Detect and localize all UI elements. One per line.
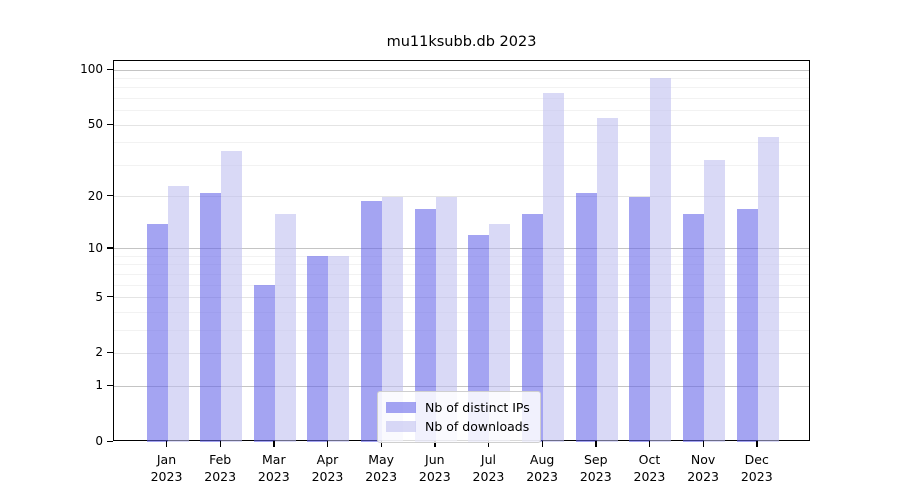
x-tick-label-sep: Sep 2023 — [579, 452, 612, 484]
x-tick-label-jun: Jun 2023 — [418, 452, 451, 484]
bar-downloads-aug — [543, 92, 565, 442]
bar-downloads-mar — [274, 213, 296, 442]
gridline-70 — [114, 97, 809, 99]
y-tick-label-10: 10 — [87, 240, 103, 255]
bar-downloads-jan — [167, 185, 189, 442]
x-tick-label-jan: Jan 2023 — [150, 452, 183, 484]
gridline-4 — [114, 311, 809, 313]
bar-ips-may — [361, 200, 383, 442]
bar-ips-jun — [414, 209, 436, 442]
gridline-100 — [114, 69, 809, 71]
x-tick-mark-jan — [166, 441, 168, 447]
bar-ips-dec — [736, 209, 758, 442]
y-tick-mark-10 — [107, 247, 113, 249]
x-tick-mark-sep — [595, 441, 597, 447]
x-tick-label-aug: Aug 2023 — [526, 452, 559, 484]
x-tick-label-jul: Jul 2023 — [472, 452, 505, 484]
gridline-20 — [114, 196, 809, 198]
plot-area: Nb of distinct IPs Nb of downloads — [113, 60, 810, 443]
y-tick-label-5: 5 — [95, 289, 103, 304]
bar-downloads-jul — [489, 223, 511, 442]
bar-downloads-dec — [757, 136, 779, 442]
y-tick-label-2: 2 — [95, 345, 103, 360]
gridline-50 — [114, 124, 809, 126]
gridline-3 — [114, 329, 809, 331]
bar-ips-jan — [146, 223, 168, 442]
bar-downloads-may — [382, 196, 404, 442]
y-tick-mark-5 — [107, 296, 113, 298]
legend-label-distinct-ips: Nb of distinct IPs — [425, 400, 530, 415]
bar-downloads-feb — [221, 150, 243, 442]
legend-swatch-downloads — [386, 421, 416, 432]
x-tick-label-dec: Dec 2023 — [740, 452, 773, 484]
y-tick-mark-50 — [107, 123, 113, 125]
gridline-30 — [114, 164, 809, 166]
bar-ips-mar — [253, 285, 275, 442]
gridline-7 — [114, 273, 809, 275]
bar-ips-feb — [200, 192, 222, 442]
x-tick-label-nov: Nov 2023 — [687, 452, 719, 484]
bar-downloads-nov — [704, 160, 726, 442]
x-tick-mark-dec — [756, 441, 758, 447]
x-tick-label-may: May 2023 — [365, 452, 398, 484]
x-tick-mark-jul — [487, 441, 490, 447]
gridline-9 — [114, 255, 809, 257]
bar-ips-jul — [468, 235, 490, 442]
bar-ips-sep — [575, 192, 597, 442]
y-tick-mark-20 — [107, 195, 113, 197]
bar-downloads-apr — [328, 256, 350, 442]
y-tick-mark-2 — [107, 351, 113, 354]
y-tick-mark-100 — [107, 68, 113, 70]
y-tick-label-0: 0 — [95, 434, 103, 448]
chart-title: mu11ksubb.db 2023 — [386, 34, 537, 50]
x-tick-label-feb: Feb 2023 — [204, 452, 237, 484]
gridline-5 — [114, 297, 809, 299]
x-tick-mark-nov — [702, 441, 704, 447]
legend-item-distinct-ips: Nb of distinct IPs — [386, 398, 530, 417]
x-tick-label-mar: Mar 2023 — [257, 452, 290, 484]
x-tick-mark-feb — [219, 441, 222, 447]
x-tick-mark-mar — [273, 441, 275, 447]
x-tick-label-apr: Apr 2023 — [311, 452, 344, 484]
y-tick-label-1: 1 — [95, 378, 103, 393]
bar-ips-oct — [629, 196, 651, 442]
x-tick-mark-may — [380, 441, 383, 447]
legend: Nb of distinct IPs Nb of downloads — [377, 391, 541, 443]
gridline-90 — [114, 77, 809, 79]
x-tick-mark-apr — [326, 441, 329, 447]
gridline-6 — [114, 284, 809, 286]
y-tick-mark-0 — [107, 440, 113, 442]
x-tick-mark-aug — [541, 441, 543, 447]
gridline-1 — [114, 385, 809, 387]
bar-ips-nov — [683, 213, 705, 442]
legend-swatch-distinct-ips — [386, 402, 416, 413]
gridline-2 — [114, 352, 809, 354]
x-tick-label-oct: Oct 2023 — [633, 452, 666, 484]
legend-item-downloads: Nb of downloads — [386, 417, 530, 436]
gridline-80 — [114, 87, 809, 89]
bar-downloads-oct — [650, 77, 672, 442]
y-tick-label-50: 50 — [87, 117, 103, 132]
x-tick-mark-jun — [434, 441, 436, 447]
bar-ips-apr — [307, 256, 329, 442]
x-tick-mark-oct — [648, 441, 651, 447]
y-tick-label-20: 20 — [87, 188, 103, 203]
gridline-60 — [114, 110, 809, 112]
bar-downloads-jun — [435, 196, 457, 442]
gridline-40 — [114, 142, 809, 144]
y-tick-mark-1 — [107, 384, 113, 387]
bar-downloads-sep — [596, 117, 618, 442]
bar-ips-aug — [522, 213, 544, 442]
gridline-8 — [114, 264, 809, 266]
legend-label-downloads: Nb of downloads — [425, 419, 530, 434]
y-tick-label-100: 100 — [80, 62, 103, 76]
gridline-10 — [114, 248, 809, 250]
